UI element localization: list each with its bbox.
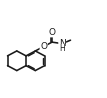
Text: O: O: [40, 42, 47, 51]
Text: O: O: [48, 28, 56, 37]
Text: N: N: [59, 39, 66, 48]
Text: H: H: [59, 44, 65, 53]
